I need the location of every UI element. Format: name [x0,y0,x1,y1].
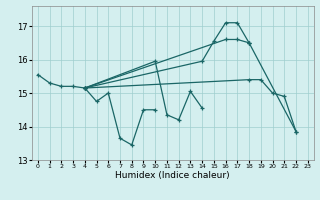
X-axis label: Humidex (Indice chaleur): Humidex (Indice chaleur) [116,171,230,180]
